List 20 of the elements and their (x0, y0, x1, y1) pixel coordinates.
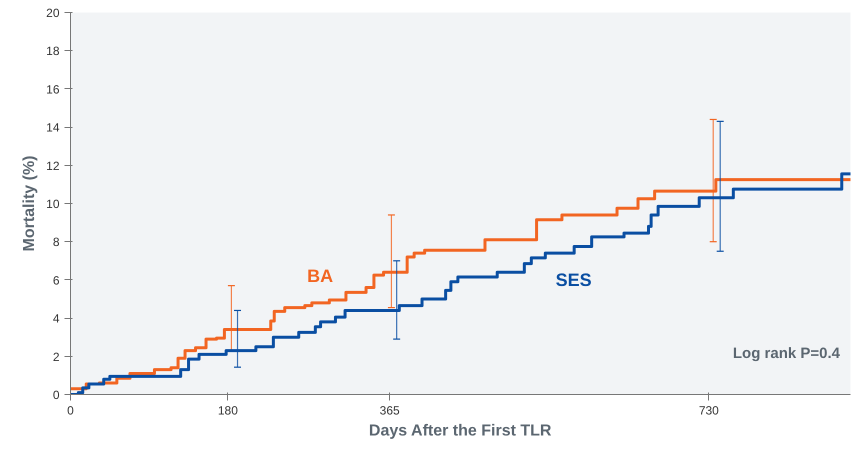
annotation: Log rank P=0.4 (732, 345, 841, 362)
y-tick-label: 0 (52, 388, 60, 402)
y-tick-label: 20 (46, 6, 60, 20)
y-tick-label: 8 (52, 235, 60, 250)
series-label: SES (556, 270, 592, 290)
x-tick-label: 180 (218, 404, 238, 418)
y-tick-label: 18 (46, 44, 60, 58)
series-label: BA (307, 266, 334, 286)
y-tick-label: 4 (52, 312, 60, 326)
y-tick-label: 12 (46, 158, 60, 173)
y-tick-label: 2 (52, 350, 60, 364)
x-tick-label: 365 (380, 404, 400, 418)
y-axis-title: Mortality (%) (21, 156, 38, 252)
y-tick-label: 16 (46, 82, 60, 96)
x-tick-label: 0 (67, 404, 74, 418)
y-tick-label: 14 (46, 120, 60, 135)
x-tick-label: 730 (698, 404, 720, 418)
x-axis-title: Days After the First TLR (368, 422, 552, 440)
y-tick-label: 6 (52, 273, 60, 288)
y-tick-label: 10 (46, 197, 60, 211)
